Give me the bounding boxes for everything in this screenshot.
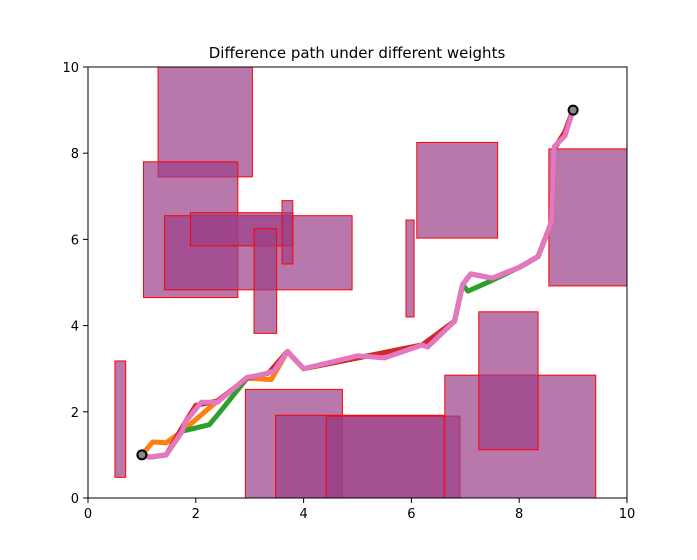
chart-title: Difference path under different weights <box>209 44 506 62</box>
goal-marker <box>567 104 579 116</box>
obstacle-4 <box>189 212 294 247</box>
y-tick-label: 10 <box>62 61 79 76</box>
y-axis: 0 2 4 6 8 10 <box>62 61 88 507</box>
x-axis: 0 2 4 6 8 10 <box>84 498 635 522</box>
y-tick-label: 0 <box>71 492 79 507</box>
obstacle-15 <box>478 311 539 451</box>
obstacle-10 <box>114 360 127 478</box>
x-tick-label: 2 <box>192 507 200 522</box>
obstacle-7 <box>405 219 415 318</box>
x-tick-label: 10 <box>619 507 636 522</box>
y-tick-label: 4 <box>71 320 79 335</box>
obstacle-6 <box>281 200 294 265</box>
obstacle-1 <box>157 66 253 178</box>
x-tick-label: 8 <box>515 507 523 522</box>
y-tick-label: 6 <box>71 233 79 248</box>
path-series-4 <box>139 107 576 460</box>
obstacle-8 <box>416 141 499 239</box>
y-tick-label: 2 <box>71 406 79 421</box>
obstacle-9 <box>548 148 628 287</box>
obstacle-5 <box>253 228 278 334</box>
start-marker <box>136 449 148 461</box>
marker-layer <box>136 104 579 461</box>
x-tick-label: 4 <box>299 507 307 522</box>
path-layer <box>139 107 576 460</box>
y-tick-label: 8 <box>71 147 79 162</box>
obstacle-layer <box>114 66 628 499</box>
axes-frame <box>87 66 628 499</box>
x-tick-label: 6 <box>407 507 415 522</box>
obstacle-13 <box>325 415 461 499</box>
x-tick-label: 0 <box>84 507 92 522</box>
